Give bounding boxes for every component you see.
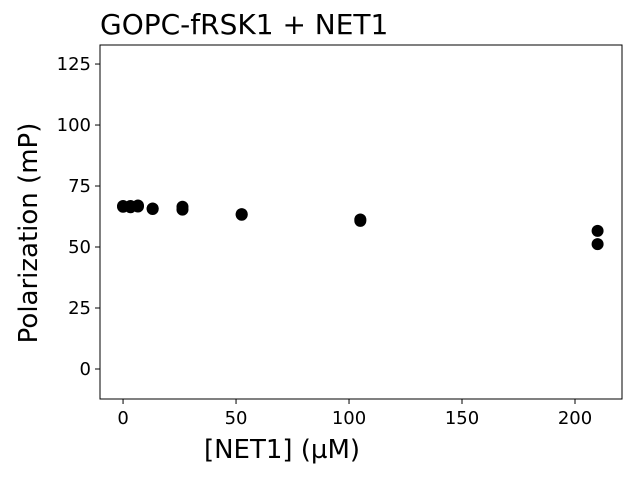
chart-title: GOPC-fRSK1 + NET1 [100,8,388,41]
x-axis: 0 50 100 150 200 [117,399,592,429]
data-point [131,200,144,213]
x-tick-label: 0 [117,408,128,429]
plot-frame [99,44,623,400]
x-tick-label: 150 [445,408,479,429]
data-points [117,199,604,251]
data-point [146,202,159,215]
x-tick-label: 100 [332,408,366,429]
x-axis-label: [NET1] (µM) [204,435,360,465]
y-axis-label: Polarization (mP) [14,123,44,344]
data-point [591,238,604,251]
data-point [235,208,248,221]
data-point [591,224,604,237]
x-tick-label: 50 [225,408,248,429]
y-tick-label: 0 [80,359,91,380]
data-point [354,214,367,227]
x-tick-label: 200 [558,408,592,429]
y-tick-label: 100 [57,115,91,136]
y-tick-label: 75 [68,176,91,197]
y-tick-label: 125 [57,54,91,75]
y-tick-label: 25 [68,298,91,319]
y-axis: 0 25 50 75 100 125 [57,54,100,380]
y-tick-label: 50 [68,237,91,258]
data-point [176,203,189,216]
